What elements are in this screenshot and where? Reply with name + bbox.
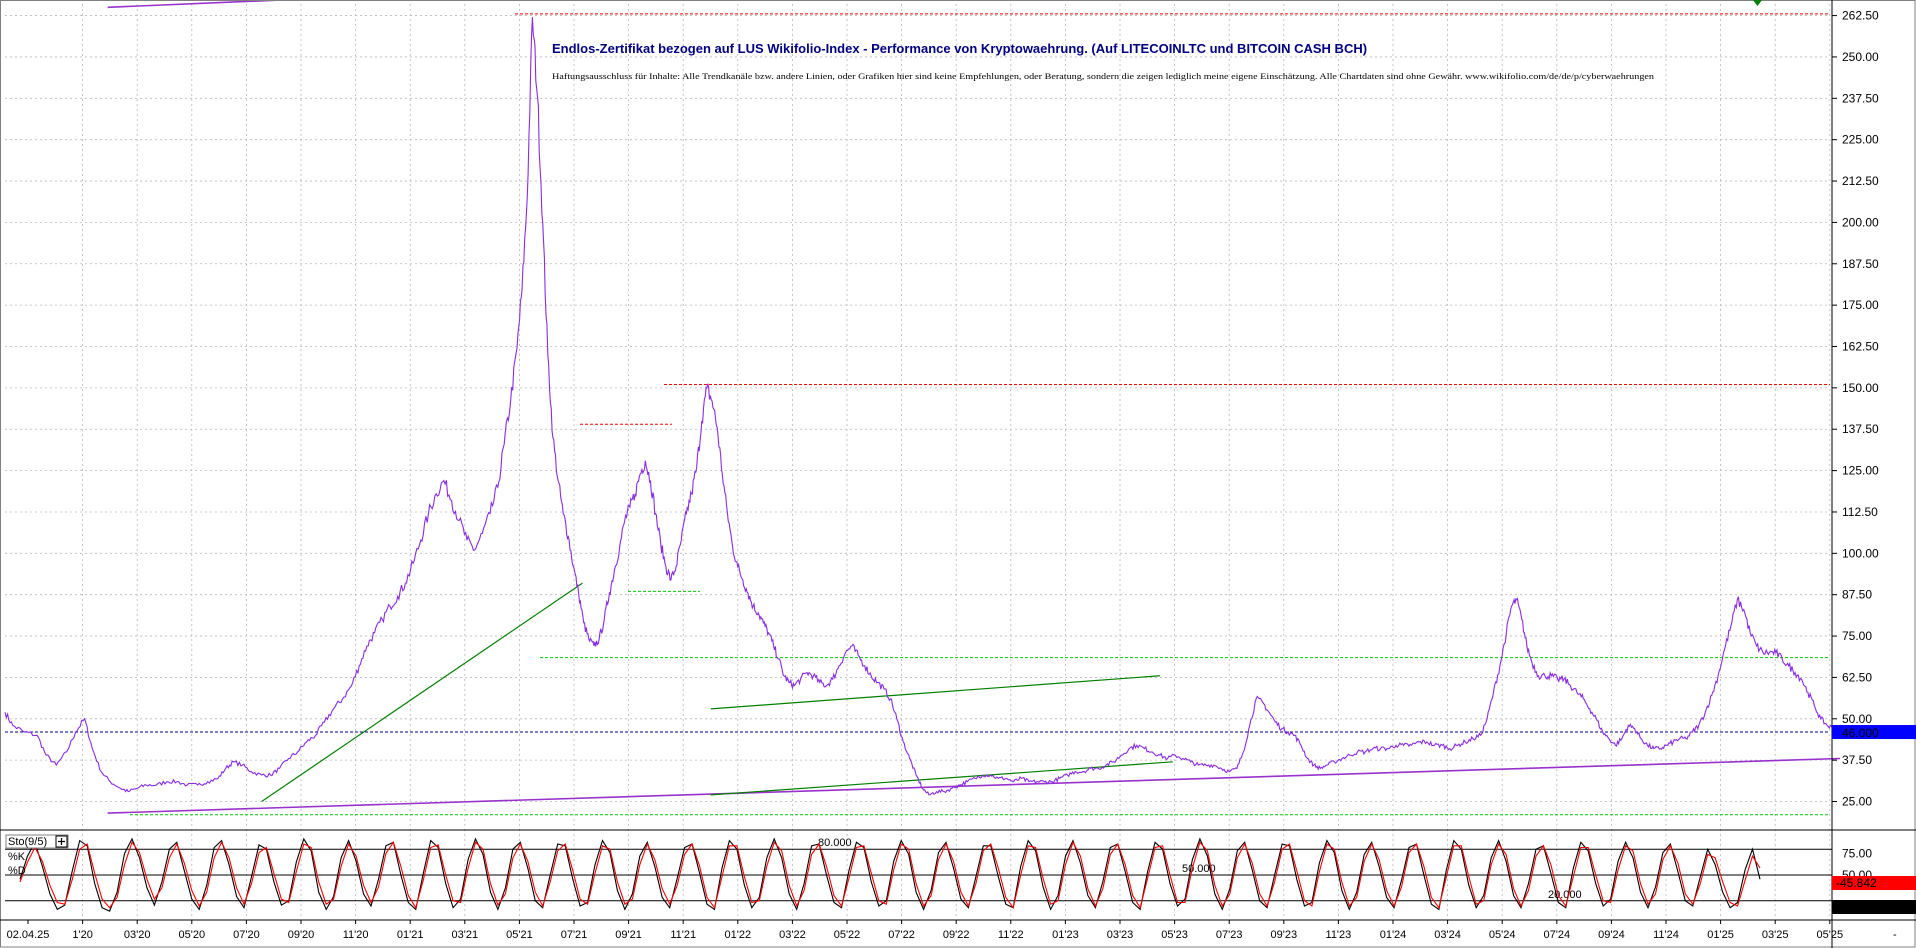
lower-trendline [107,757,1841,814]
x-tick-label: 01'21 [397,929,424,941]
y-tick-label: 87.50 [1842,588,1872,602]
y-tick-label: 212.50 [1842,174,1879,188]
y-tick-label: 37.50 [1842,753,1872,767]
x-tick-label: 05'24 [1489,929,1516,941]
x-tick-label: 03'20 [124,929,151,941]
y-tick-label: 125.00 [1842,464,1879,478]
y-tick-label: 25.00 [1842,795,1872,809]
x-tick-label: 09'22 [943,929,970,941]
x-tick-label: 11'23 [1326,929,1352,941]
y-tick-label: 237.50 [1842,91,1879,105]
legend-k: %K [8,851,26,863]
stoch-d-line [19,840,1761,910]
price-series [4,17,1841,796]
x-tick-label: 09'23 [1271,929,1298,941]
x-tick-label: 07'24 [1544,929,1571,941]
green-trendline [710,675,1160,710]
chart-disclaimer: Haftungsausschluss für Inhalte: Alle Tre… [552,71,1655,81]
osc-k-value: -45.842 [1836,876,1877,890]
y-tick-label: 62.50 [1842,670,1872,684]
indicator-title: Sto(9/5) [8,836,47,848]
osc-d-value: 22.322 [1842,900,1879,914]
x-tick-label: 02.04.25 [7,929,50,941]
x-tick-label: 07'23 [1216,929,1243,941]
plus-icon [58,838,65,845]
x-tick-label: 03'21 [452,929,479,941]
scroll-marker: - [1893,929,1897,941]
x-tick-label: 01'23 [1052,929,1079,941]
y-tick-label: 150.00 [1842,381,1879,395]
y-tick-label: 175.00 [1842,298,1879,312]
y-tick-label: 262.50 [1842,9,1879,23]
x-tick-label: 01'24 [1380,929,1407,941]
x-tick-label: 09'21 [615,929,642,941]
x-tick-label: 01'22 [725,929,752,941]
osc-k-tag [1832,876,1916,890]
x-tick-label: 05'25 [1817,929,1844,941]
x-tick-label: 1'20 [72,929,92,941]
y-tick-label: 162.50 [1842,340,1879,354]
x-tick-label: 05'21 [506,929,533,941]
green-trendline [261,582,583,803]
x-tick-label: 07'22 [888,929,915,941]
x-tick-label: 03'24 [1434,929,1461,941]
last-value-tag [1832,725,1916,740]
level-label-80: 80.000 [818,837,852,849]
x-tick-label: 01'25 [1707,929,1734,941]
x-tick-label: 03'25 [1762,929,1789,941]
x-tick-label: 03'23 [1107,929,1134,941]
x-tick-label: 09'20 [288,929,315,941]
y-tick-label: 225.00 [1842,133,1879,147]
green-trendline [710,761,1173,796]
y-tick-label: 75.00 [1842,629,1872,643]
chart-title: Endlos-Zertifikat bezogen auf LUS Wikifo… [552,41,1367,56]
indicator-title-box [5,834,69,849]
grid [5,4,1831,918]
legend-d: %D [8,865,26,877]
last-value-label: 46.000 [1842,726,1879,740]
y-tick-label: 112.50 [1842,505,1878,519]
osc-y-tick-label: 75.00 [1842,847,1872,861]
y-tick-label: 200.00 [1842,215,1879,229]
osc-d-tag [1832,900,1916,914]
x-tick-label: 05'22 [834,929,861,941]
level-label-20: 20.000 [1548,889,1582,901]
x-tick-label: 11'21 [670,929,696,941]
y-tick-label: 187.50 [1842,257,1879,271]
y-tick-label: 50.00 [1842,712,1872,726]
y-tick-label: 250.00 [1842,50,1879,64]
x-tick-label: 05'20 [179,929,206,941]
x-tick-label: 05'23 [1161,929,1188,941]
x-tick-label: 11'20 [343,929,369,941]
price-line [4,17,1841,796]
stoch-k-line [19,837,1761,912]
trend-lines [5,0,1841,816]
x-tick-label: 07'20 [233,929,260,941]
x-tick-label: 03'22 [779,929,806,941]
x-tick-label: 07'21 [561,929,588,941]
signal-arrow-icon [1753,0,1762,6]
x-tick-label: 11'24 [1653,929,1679,941]
y-tick-label: 100.00 [1842,546,1879,560]
y-tick-label: 137.50 [1842,422,1879,436]
x-tick-label: 09'24 [1598,929,1625,941]
x-tick-label: 11'22 [998,929,1024,941]
